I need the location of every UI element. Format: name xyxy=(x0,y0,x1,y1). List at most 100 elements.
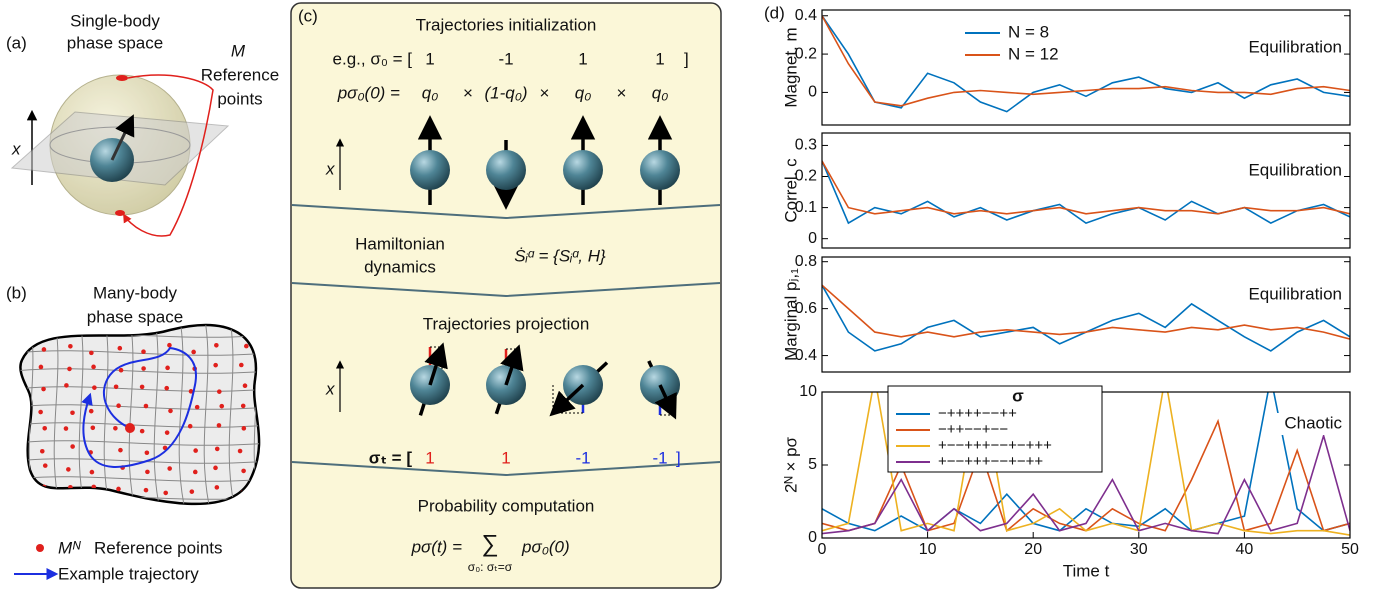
ref-dot xyxy=(214,342,219,348)
ref-dot xyxy=(118,447,123,453)
legend-label: −++−−+−− xyxy=(938,421,1008,438)
prob-factor: q₀ xyxy=(422,83,439,102)
legend-label: −++++−−++ xyxy=(938,405,1017,422)
prob-factor: q₀ xyxy=(652,83,669,102)
ref-dot xyxy=(38,409,43,415)
sigma0-entry: 1 xyxy=(578,49,587,68)
sigmat-entry: -1 xyxy=(575,448,590,467)
equation: Ṡᵢᵅ = {Sᵢᵅ, H} xyxy=(514,246,606,265)
prob-operator: × xyxy=(617,83,627,102)
step-title: Trajectories initialization xyxy=(416,15,597,34)
plot-lines xyxy=(822,15,1350,113)
panel-label: (a) xyxy=(6,33,27,52)
annotation: Equilibration xyxy=(1248,284,1342,303)
y-tick-label: 0 xyxy=(808,84,817,101)
ref-dot xyxy=(68,343,73,349)
ref-dot xyxy=(92,385,97,390)
ref-dot xyxy=(216,389,222,394)
sigmat-entry: 1 xyxy=(425,448,434,467)
spin-arrow xyxy=(500,344,524,386)
ref-dot xyxy=(167,466,172,471)
y-tick-label: 0.2 xyxy=(795,168,817,185)
legend-title: σ xyxy=(1012,386,1024,405)
y-axis-label: Marginal pⱼ,₁ xyxy=(781,268,800,361)
ref-dot xyxy=(164,430,170,435)
legend-text: Reference points xyxy=(94,538,223,557)
sigma0-suffix: ] xyxy=(684,49,689,68)
ref-point xyxy=(116,75,128,81)
trajectory xyxy=(81,346,197,468)
step-title: Hamiltonian xyxy=(355,234,445,253)
grid-line xyxy=(178,325,186,504)
ref-text: Reference xyxy=(201,65,279,84)
panel-b: (b) Many-body phase space Mᴺ Reference p… xyxy=(6,283,261,583)
sigmat-suffix: ] xyxy=(676,448,681,467)
ref-dot xyxy=(89,469,95,475)
ref-dot xyxy=(70,410,75,416)
ref-dot xyxy=(191,349,196,355)
x-axis-label: Time t xyxy=(1063,561,1110,580)
annotation-bg xyxy=(1266,413,1344,435)
legend-dot xyxy=(36,544,44,552)
y-tick-label: 5 xyxy=(808,456,817,473)
series-line xyxy=(822,392,1350,536)
grid-line xyxy=(203,325,211,504)
sigmat-entry: 1 xyxy=(501,448,510,467)
ref-dot xyxy=(241,426,247,431)
ref-dot xyxy=(237,448,243,454)
step-title: Trajectories projection xyxy=(423,314,590,333)
axis-label: x xyxy=(325,379,335,398)
ref-dot xyxy=(164,385,170,391)
ref-dot xyxy=(165,365,170,371)
legend-label: N = 8 xyxy=(1008,22,1049,41)
ref-connector xyxy=(123,74,214,237)
ref-dot xyxy=(244,343,249,349)
ref-dot xyxy=(213,362,218,368)
y-tick-label: 10 xyxy=(799,383,817,400)
x-tick-label: 50 xyxy=(1341,541,1359,558)
ref-dot xyxy=(216,423,222,428)
legend-label: +−−+++−−+−++ xyxy=(938,453,1043,470)
ref-dot xyxy=(143,487,149,493)
y-tick-label: 0.6 xyxy=(795,300,817,317)
spin-arrow xyxy=(424,342,448,386)
divider xyxy=(291,204,721,220)
legend-label: N = 12 xyxy=(1008,44,1059,63)
spin-arrow xyxy=(549,383,585,417)
ref-dot xyxy=(38,364,44,370)
ref-dot xyxy=(188,389,194,394)
g: e.g., σ₀ = [1 -1 1 1] pσ₀(0) = q₀ (1-q₀) q₀ q₀ × ×… xyxy=(333,49,689,102)
axis-label: x xyxy=(11,139,21,158)
ref-dot xyxy=(139,384,145,390)
ref-dot xyxy=(163,490,169,496)
plot-lines xyxy=(822,160,1350,225)
annotation: Equilibration xyxy=(1248,160,1342,179)
grid-line xyxy=(78,325,86,504)
ref-dot xyxy=(242,383,248,388)
panel-d: (d) 0 0.2 0.4 Magnet. m Equilibration N = 8 N … xyxy=(764,3,1359,580)
ref-dot xyxy=(41,347,47,352)
panel-label: (d) xyxy=(764,3,785,22)
sigmat-entry: -1 xyxy=(652,448,667,467)
ref-dot xyxy=(66,467,71,472)
ref-dot xyxy=(141,366,146,371)
prob-operator: × xyxy=(540,83,550,102)
grid-line xyxy=(128,325,136,504)
ref-dot xyxy=(145,469,150,475)
ref-dot xyxy=(41,386,46,392)
series-line xyxy=(822,392,1350,532)
prob-operator: × xyxy=(463,83,473,102)
grid-line xyxy=(20,476,260,482)
x-tick-label: 0 xyxy=(818,541,827,558)
spin xyxy=(640,150,680,190)
formula-rhs: pσ₀(0) xyxy=(521,537,570,556)
sigma0-entry: -1 xyxy=(498,49,513,68)
divider xyxy=(291,282,721,298)
panel-label: (c) xyxy=(298,6,318,25)
panel-label: (b) xyxy=(6,283,27,302)
ref-dot xyxy=(239,362,244,368)
y-axis-label: Magnet. m xyxy=(781,27,800,107)
